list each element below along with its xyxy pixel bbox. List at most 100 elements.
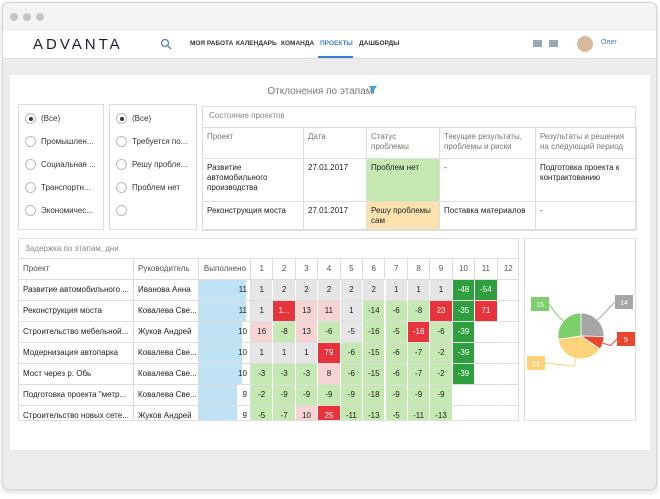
stage-cell: -9 (385, 385, 408, 406)
radio-dot (119, 116, 124, 121)
label-box (615, 295, 633, 309)
stage-header: 6 (363, 259, 386, 280)
stage-cell: 2 (295, 280, 319, 301)
stage-cell: -6 (385, 301, 408, 322)
done-bar (199, 343, 242, 363)
stage-cell (497, 322, 518, 343)
active-underline (318, 56, 353, 58)
done-cell: 11 (199, 280, 251, 301)
done-cell: 9 (199, 385, 251, 406)
filter-icon[interactable] (369, 86, 378, 95)
stage-cell: -39 (452, 322, 476, 343)
done-value: 9 (242, 411, 247, 420)
stage-header: 7 (385, 259, 408, 280)
stage-cell: 1 (385, 280, 408, 301)
stage-header: 4 (318, 259, 341, 280)
radio[interactable] (116, 159, 127, 170)
label-box (531, 297, 549, 311)
user-name[interactable]: Олег (601, 39, 617, 46)
menu-item[interactable]: КАЛЕНДАРЬ (236, 40, 277, 47)
stage-cell (497, 406, 518, 420)
menu-item[interactable]: ПРОЕКТЫ (320, 40, 353, 47)
delay-table: Задержка по этапам, дни Проект Руководител… (18, 238, 519, 421)
stage-cell: -3 (251, 364, 274, 385)
project-cell: Мост через р. Обь (19, 364, 134, 385)
search-icon[interactable] (160, 38, 172, 50)
project-cell: Модернизация автопарка (19, 343, 134, 364)
stage-cell: 10 (295, 406, 319, 420)
radio[interactable] (116, 205, 127, 216)
stage-cell: 1 (340, 301, 364, 322)
stage-cell: 23 (430, 301, 453, 322)
filter-label: Решу пробле... (132, 160, 188, 169)
stage-cell: -9 (407, 385, 431, 406)
radio[interactable] (116, 182, 127, 193)
stage-cell: -9 (430, 385, 453, 406)
stage-cell: -3 (295, 364, 319, 385)
radio[interactable] (25, 205, 36, 216)
radio[interactable] (25, 182, 36, 193)
stage-cell: 71 (475, 301, 498, 322)
avatar[interactable] (577, 36, 593, 52)
menu-item[interactable]: МОЯ РАБОТА (190, 40, 234, 47)
stage-cell: -35 (452, 301, 476, 322)
project-cell: Строительство мебельной... (19, 322, 134, 343)
column-header: Статус проблемы (367, 128, 440, 159)
table-cell: Решу проблемы сам (367, 202, 440, 230)
menu-item[interactable]: ДАШБОРДЫ (359, 40, 400, 47)
stage-cell: 1 (251, 343, 274, 364)
stage-cell: 79 (318, 343, 341, 364)
stage-cell: 1 (407, 280, 431, 301)
stage-header: 9 (430, 259, 453, 280)
header-icons (533, 36, 593, 52)
radio[interactable] (25, 136, 36, 147)
table-title: Задержка по этапам, дни (25, 244, 119, 253)
stage-cell: -11 (407, 406, 431, 420)
filter-label: (Все) (41, 114, 61, 123)
stage-cell: -13 (363, 406, 386, 420)
done-value: 10 (238, 369, 247, 378)
stage-cell: -14 (363, 301, 386, 322)
menu-item[interactable]: КОМАНДА (281, 40, 315, 47)
filter-box: (Все) Требуется по... Решу пробле... Пробле… (109, 104, 197, 230)
stage-cell: -2 (430, 343, 453, 364)
filter-label: Социальная ... (41, 160, 96, 169)
table-cell: Проблем нет (367, 159, 440, 202)
chat-icon[interactable] (549, 40, 558, 47)
stage-cell (475, 364, 498, 385)
table-cell: 27.01.2017 (304, 202, 367, 230)
leader-line (548, 303, 564, 322)
radio[interactable] (25, 159, 36, 170)
radio[interactable] (25, 113, 36, 124)
manager-cell: Иванова Анна (134, 280, 199, 301)
stage-cell: -8 (407, 301, 431, 322)
manager-cell: Ковалева Све... (134, 343, 199, 364)
stage-cell: -5 (385, 406, 408, 420)
radio[interactable] (116, 113, 127, 124)
project-cell: Реконструкция моста (19, 301, 134, 322)
stage-cell: -39 (452, 343, 476, 364)
mail-icon[interactable] (533, 40, 542, 47)
stage-cell: -6 (340, 364, 364, 385)
stage-cell: 1 (251, 301, 274, 322)
pie-slice (557, 335, 601, 360)
project-cell: Подготовка проекта "метр... (19, 385, 134, 406)
filter-label: Экономичес... (41, 206, 93, 215)
done-bar (199, 301, 246, 321)
stage-cell (497, 280, 518, 301)
done-bar (199, 280, 246, 300)
stage-cell: -5 (251, 406, 274, 420)
stage-cell: -9 (318, 385, 341, 406)
stage-cell: 1 (273, 343, 296, 364)
radio[interactable] (116, 136, 127, 147)
table-cell: - (440, 159, 536, 202)
pie-slice (580, 312, 605, 338)
status-table: Состояние проектов Проект Дата Статус пробл… (202, 106, 637, 231)
filter-label: Транспортн... (41, 183, 91, 192)
stage-cell: -9 (273, 385, 296, 406)
project-cell: Развитие автомобильного ... (19, 280, 134, 301)
nav-bar (3, 31, 656, 59)
slice-label: 15 (536, 302, 544, 309)
stage-cell: 1 (295, 343, 319, 364)
stage-cell: -16 (407, 322, 431, 343)
